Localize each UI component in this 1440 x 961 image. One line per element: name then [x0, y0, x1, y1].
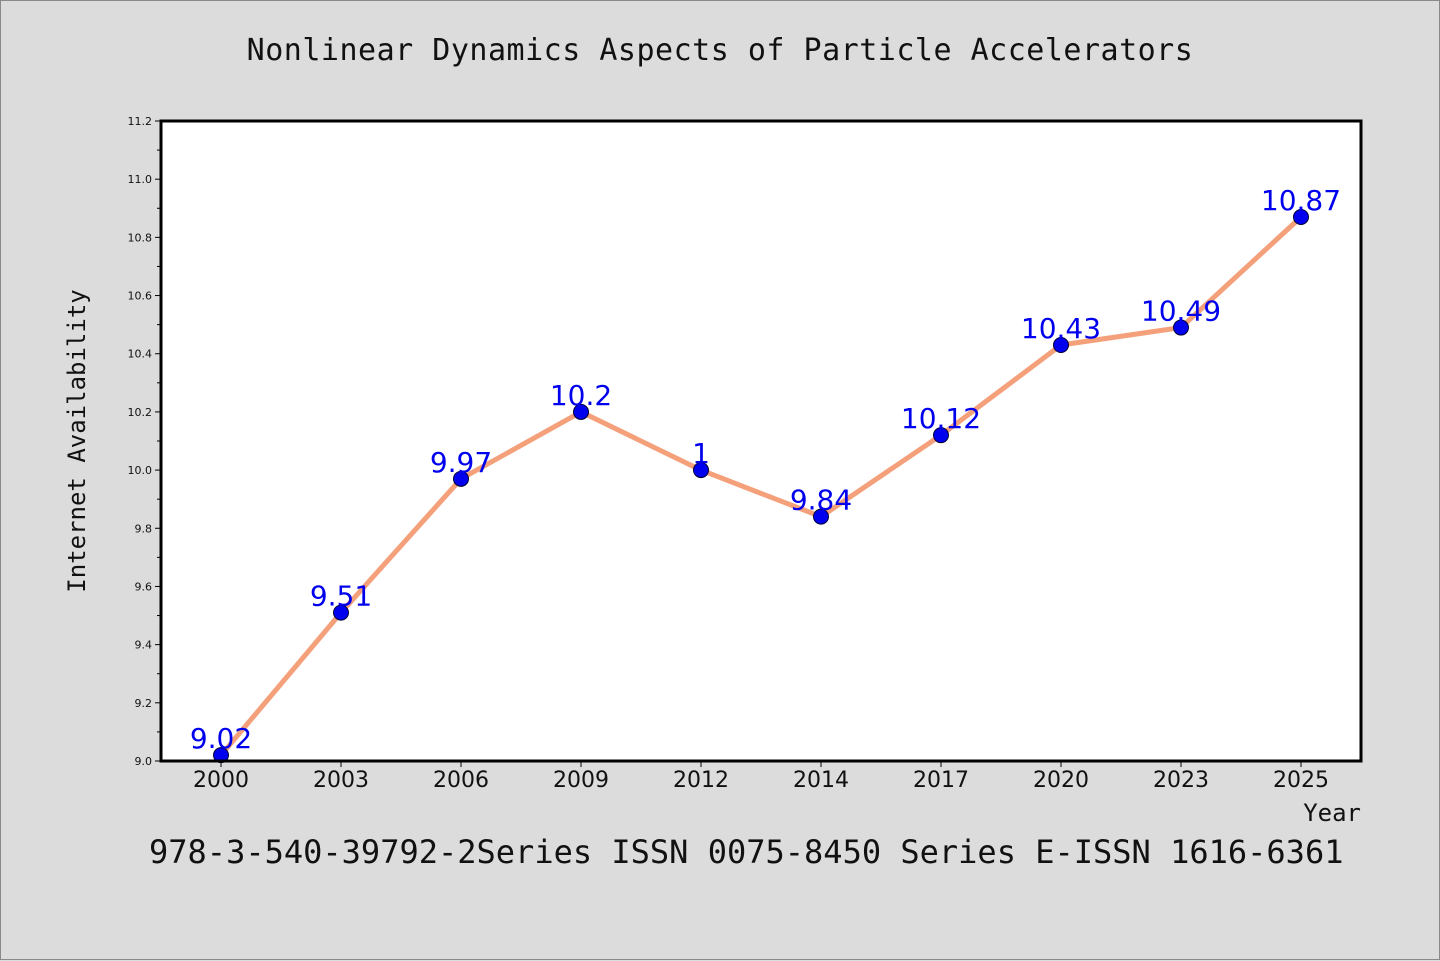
y-tick-label: 11.2: [128, 115, 153, 128]
data-point: [333, 604, 349, 621]
data-point: [1293, 209, 1309, 225]
y-tick-label: 10.2: [128, 406, 153, 419]
data-label: 10.43: [1021, 312, 1101, 345]
y-tick-label: 9.4: [135, 639, 153, 652]
data-point: [933, 427, 949, 444]
y-tick-label: 10.4: [128, 348, 153, 361]
x-tick-label: 2012: [673, 768, 729, 793]
y-tick-label: 10.6: [128, 290, 153, 303]
x-tick-label: 2023: [1153, 768, 1209, 793]
x-tick-label: 2025: [1273, 768, 1329, 793]
x-tick-label: 2006: [433, 768, 489, 793]
y-tick-label: 10.8: [128, 231, 153, 244]
data-point: [453, 470, 469, 487]
y-tick-label: 10.0: [128, 464, 153, 477]
data-label: 10.49: [1141, 295, 1221, 328]
y-tick-label: 9.8: [135, 522, 153, 535]
data-point: [1173, 319, 1189, 336]
y-tick-label: 9.6: [135, 580, 153, 593]
chart-title: Nonlinear Dynamics Aspects of Particle A…: [246, 33, 1194, 68]
x-tick-label: 2000: [193, 768, 249, 793]
plot-area: [161, 121, 1361, 761]
data-label: 9.02: [190, 722, 252, 755]
data-label: 9.84: [790, 484, 852, 517]
data-point: [1053, 337, 1069, 353]
y-tick-label: 9.2: [135, 697, 153, 710]
x-tick-label: 2003: [313, 768, 369, 793]
x-axis-label: Year: [1303, 799, 1361, 827]
data-label: 9.97: [430, 446, 492, 479]
data-point: [573, 403, 589, 420]
y-axis-label: Internet Availability: [63, 289, 91, 592]
data-label: 1: [692, 437, 710, 470]
data-label: 10.12: [901, 402, 981, 435]
x-tick-label: 2020: [1033, 768, 1089, 793]
y-tick-label: 11.0: [128, 173, 153, 186]
series-line: [218, 214, 1304, 758]
footer-isbn-issn: 978-3-540-39792-2Series ISSN 0075-8450 S…: [149, 833, 1344, 871]
data-label: 9.51: [310, 580, 372, 613]
x-tick-label: 2017: [913, 768, 969, 793]
data-point: [813, 508, 829, 525]
y-tick-label: 9.0: [135, 755, 153, 768]
data-point: [693, 462, 709, 479]
plot-frame: [159, 119, 1363, 763]
data-label: 10.87: [1261, 184, 1341, 217]
data-point: [213, 747, 229, 764]
x-tick-label: 2014: [793, 768, 849, 793]
data-label: 10.2: [550, 379, 612, 412]
x-tick-label: 2009: [553, 768, 609, 793]
